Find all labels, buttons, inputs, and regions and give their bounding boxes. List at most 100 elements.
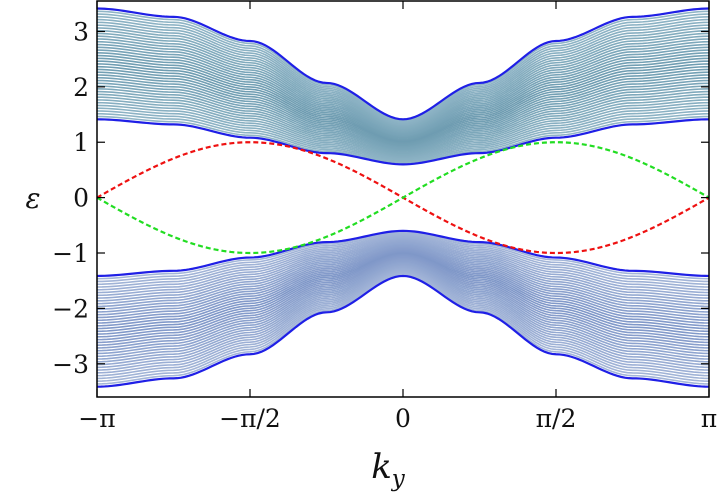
lower-bulk-band-line (97, 251, 709, 330)
band-edge-line-3 (97, 229, 709, 278)
lower-bulk-band-line (97, 260, 709, 352)
upper-bulk-band-line (97, 71, 709, 147)
y-tick-label: 1 (73, 128, 89, 157)
x-tick-label: 0 (395, 404, 411, 433)
lower-bulk-band-line (97, 242, 709, 308)
lower-bulk-band-line (97, 262, 709, 358)
upper-bulk-band-line (97, 24, 709, 127)
plot-background (97, 1, 709, 397)
upper-bulk-band-line (97, 112, 709, 163)
upper-bulk-band-line (97, 18, 709, 125)
band-edge-line-2 (97, 118, 709, 166)
upper-bulk-band-line (97, 10, 709, 122)
y-tick-label: 3 (73, 17, 89, 46)
upper-bulk-band-line (97, 90, 709, 154)
upper-bulk-band-line (97, 35, 709, 132)
upper-bulk-band-line (97, 29, 709, 130)
x-tick-label: −π/2 (219, 404, 281, 433)
x-axis-label-subscript: y (391, 466, 406, 492)
upper-bulk-band-line (97, 43, 709, 135)
upper-bulk-band-line (97, 52, 709, 139)
upper-bulk-band-line (97, 74, 709, 148)
upper-bulk-band-line (97, 115, 709, 165)
upper-bulk-band-line (97, 96, 709, 157)
lower-bulk-band-line (97, 234, 709, 288)
upper-bulk-band-line (97, 46, 709, 136)
lower-bulk-band-line (97, 270, 709, 377)
edge-state-lines (97, 141, 709, 255)
lower-bulk-band-line (97, 272, 709, 382)
lower-bulk-band-line (97, 259, 709, 349)
upper-bulk-band-line (97, 13, 709, 123)
upper-bulk-band-line (97, 88, 709, 153)
upper-bulk-band-line (97, 16, 709, 124)
y-tick-label: −3 (52, 350, 89, 379)
band-edge-line-4 (97, 274, 709, 388)
upper-bulk-band-line (97, 60, 709, 142)
upper-bulk-band-line (97, 32, 709, 131)
upper-bulk-band-line (97, 82, 709, 151)
green-edge-state-line (97, 141, 709, 255)
lower-bulk-band-line (97, 236, 709, 294)
lower-bulk-band-line (97, 254, 709, 338)
lower-bulk-band-line (97, 263, 709, 360)
upper-bulk-band-line (97, 54, 709, 140)
x-ticks: −π −π/2 0 π/2 π (78, 1, 717, 433)
upper-bulk-band-line (97, 63, 709, 143)
lower-bulk-band-line (97, 245, 709, 316)
upper-bulk-band-line (97, 99, 709, 158)
lower-bulk-band-line (97, 235, 709, 291)
upper-bulk-band-line (97, 68, 709, 145)
upper-bulk-band-line (97, 85, 709, 152)
lower-bulk-band-line (97, 237, 709, 297)
y-ticks: 3 2 1 0 −1 −2 −3 (52, 17, 709, 379)
upper-bulk-band-line (97, 65, 709, 144)
y-tick-label: −2 (52, 294, 89, 323)
y-tick-label: −1 (52, 239, 89, 268)
y-tick-label: 0 (73, 184, 89, 213)
bulk-bands (97, 7, 709, 388)
upper-bulk-band-line (97, 49, 709, 138)
lower-bulk-band-line (97, 243, 709, 310)
x-tick-label: π (701, 404, 717, 433)
lower-bulk-band-line (97, 264, 709, 363)
lower-bulk-band-line (97, 257, 709, 344)
lower-bulk-band-line (97, 248, 709, 322)
upper-bulk-band-line (97, 57, 709, 141)
lower-bulk-band-line (97, 261, 709, 355)
band-edge-line-1 (97, 7, 709, 121)
lower-bulk-band-line (97, 244, 709, 313)
lower-bulk-band-line (97, 233, 709, 286)
lower-bulk-band-line (97, 240, 709, 302)
upper-bulk-band-line (97, 104, 709, 160)
upper-bulk-band-line (97, 107, 709, 161)
upper-bulk-band-line (97, 38, 709, 133)
x-axis-label-base: k (371, 447, 392, 487)
lower-bulk-band-line (97, 273, 709, 385)
lower-bulk-band-line (97, 269, 709, 374)
lower-bulk-band-line (97, 231, 709, 280)
band-edge-lines (97, 7, 709, 388)
lower-bulk-band-line (97, 239, 709, 299)
x-tick-label: π/2 (536, 404, 577, 433)
lower-bulk-band-line (97, 255, 709, 341)
lower-bulk-band-line (97, 268, 709, 371)
upper-bulk-band-line (97, 110, 709, 162)
lower-bulk-band-line (97, 266, 709, 366)
lower-bulk-band-line (97, 258, 709, 346)
upper-bulk-band-line (97, 79, 709, 150)
upper-bulk-band-line (97, 101, 709, 159)
upper-bulk-band-line (97, 93, 709, 156)
y-axis-label: ε (25, 182, 40, 215)
lower-bulk-band-line (97, 253, 709, 335)
lower-bulk-band-line (97, 250, 709, 327)
x-axis-label: ky (371, 447, 406, 492)
y-tick-label: 2 (73, 73, 89, 102)
upper-bulk-band-line (97, 76, 709, 149)
lower-bulk-band-line (97, 252, 709, 333)
lower-bulk-band-line (97, 246, 709, 319)
upper-bulk-band-line (97, 21, 709, 126)
lower-bulk-band-line (97, 249, 709, 324)
lower-bulk-band-line (97, 232, 709, 283)
lower-bulk-band-line (97, 271, 709, 380)
